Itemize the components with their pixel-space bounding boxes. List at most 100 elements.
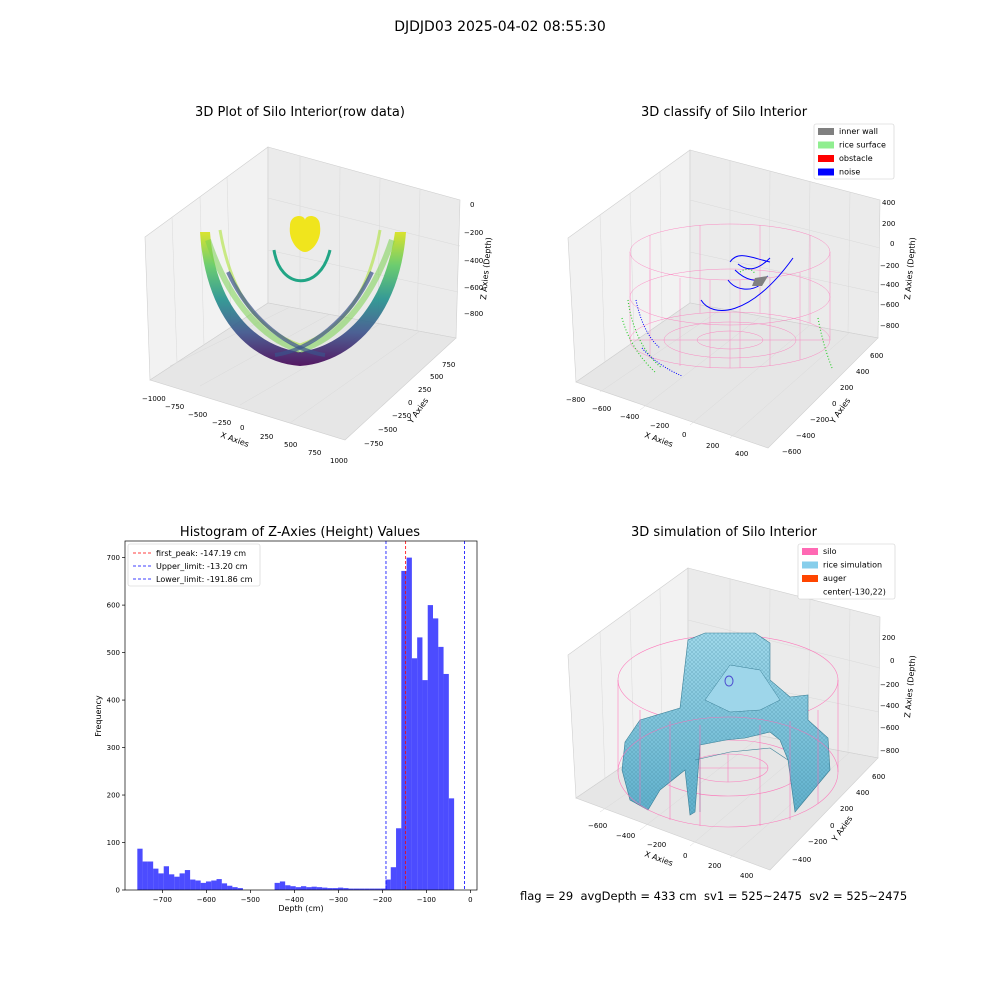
classify-xtick-4: 0 xyxy=(682,431,686,439)
raw-xtick-4: 0 xyxy=(240,424,244,432)
histogram-ytick-label: 200 xyxy=(107,792,120,800)
classify-legend: inner wall rice surface obstacle noise xyxy=(813,123,895,180)
histogram-bar xyxy=(169,874,175,890)
classify-legend-label: obstacle xyxy=(839,154,873,163)
classify-panel-title: 3D classify of Silo Interior xyxy=(641,105,808,120)
simulation-legend-label: silo xyxy=(823,547,837,556)
classify-ztick-1: 200 xyxy=(882,220,895,228)
raw-3d-axes-box xyxy=(144,146,461,441)
histogram-xtick-label: −600 xyxy=(197,896,216,904)
histogram-bar xyxy=(401,570,407,890)
raw-ytick-0: −750 xyxy=(364,440,383,448)
simulation-xtick-4: 200 xyxy=(708,862,721,870)
histogram-bar xyxy=(232,887,238,890)
simulation-silo-wireframe-front xyxy=(617,680,839,828)
histogram-legend-box xyxy=(127,543,261,587)
histogram-xtick-label: −300 xyxy=(329,896,348,904)
histogram-bars xyxy=(137,557,455,890)
classify-legend-swatch xyxy=(818,128,834,135)
histogram-bar xyxy=(417,637,423,890)
raw-xlabel: X Axies xyxy=(219,430,250,449)
simulation-auger-marker xyxy=(724,675,734,687)
classify-xtick-0: −800 xyxy=(566,396,585,404)
histogram-bar xyxy=(353,888,360,890)
histogram-bar xyxy=(364,888,370,890)
histogram-bar xyxy=(322,887,328,890)
histogram-bar xyxy=(448,798,455,890)
raw-xtick-6: 500 xyxy=(284,441,297,449)
histogram-xtick-label: −400 xyxy=(285,896,304,904)
classify-ytick-0: −600 xyxy=(782,448,801,456)
classify-xtick-1: −600 xyxy=(592,405,611,413)
classify-ytick-5: 400 xyxy=(856,368,869,376)
classify-xtick-2: −400 xyxy=(620,413,639,421)
raw-ytick-1: −500 xyxy=(378,426,397,434)
histogram-bar xyxy=(142,861,148,890)
classify-silo-wireframe xyxy=(629,223,831,369)
classify-ztick-0: 400 xyxy=(882,199,895,207)
raw-ytick-3: 0 xyxy=(408,399,412,407)
panel-simulation-3d: 3D simulation of Silo Interior xyxy=(567,525,917,880)
raw-ytick-6: 750 xyxy=(442,361,455,369)
classify-legend-label: noise xyxy=(839,168,860,177)
histogram-bar xyxy=(422,680,428,890)
histogram-ytick-label: 700 xyxy=(107,554,120,562)
histogram-bar xyxy=(158,873,164,890)
classify-xtick-5: 200 xyxy=(706,442,719,450)
classify-z-axis: 400 200 0 −200 −400 −600 −800 Z Axies (D… xyxy=(880,199,917,330)
raw-xtick-7: 750 xyxy=(308,449,321,457)
simulation-ytick-3: 200 xyxy=(840,805,853,813)
histogram-bar xyxy=(274,882,280,890)
classify-legend-swatch xyxy=(818,141,834,149)
histogram-ytick-label: 100 xyxy=(107,839,120,847)
histogram-bar xyxy=(343,888,349,890)
histogram-bar xyxy=(200,882,206,890)
histogram-bar xyxy=(337,887,344,890)
status-info-line: flag = 29 avgDepth = 433 cm sv1 = 525~24… xyxy=(520,889,907,903)
histogram-bar xyxy=(237,888,243,890)
histogram-bar xyxy=(179,873,185,890)
histogram-bar xyxy=(163,866,169,890)
raw-xtick-3: −250 xyxy=(212,419,231,427)
simulation-ztick-0: 200 xyxy=(882,634,895,642)
classify-legend-swatch xyxy=(818,155,834,162)
simulation-ytick-4: 400 xyxy=(856,789,869,797)
classify-zlabel: Z Axies (Depth) xyxy=(903,237,917,300)
raw-xtick-2: −500 xyxy=(188,411,207,419)
classify-3d-axes-box xyxy=(567,149,881,449)
histogram-bar xyxy=(359,888,365,890)
simulation-xtick-0: −600 xyxy=(588,822,607,830)
histogram-bar xyxy=(279,881,286,890)
raw-ytick-4: 250 xyxy=(418,386,431,394)
simulation-xtick-1: −400 xyxy=(616,832,635,840)
raw-ztick-2: −400 xyxy=(464,257,483,265)
raw-ytick-2: −250 xyxy=(392,412,411,420)
histogram-ytick-label: 400 xyxy=(107,697,120,705)
histogram-bar xyxy=(385,879,391,890)
classify-legend-label: rice surface xyxy=(839,141,886,150)
classify-inner-wall-points xyxy=(752,276,768,286)
histogram-ytick-label: 0 xyxy=(116,887,120,895)
raw-ytick-5: 500 xyxy=(430,373,443,381)
simulation-ztick-3: −400 xyxy=(880,702,899,710)
classify-ytick-2: −200 xyxy=(810,416,829,424)
histogram-xtick-label: −500 xyxy=(241,896,260,904)
histogram-bar xyxy=(301,886,307,890)
histogram-xtick-label: −100 xyxy=(417,896,436,904)
histogram-legend: first_peak: -147.19 cm Upper_limit: -13.2… xyxy=(127,543,261,587)
figure-suptitle: DJDJD03 2025-04-02 08:55:30 xyxy=(394,19,606,35)
simulation-ytick-1: −200 xyxy=(808,838,827,846)
simulation-xtick-5: 400 xyxy=(740,872,753,880)
raw-ztick-4: −800 xyxy=(464,310,483,318)
classify-ytick-6: 600 xyxy=(870,352,883,360)
classify-ytick-4: 200 xyxy=(840,384,853,392)
histogram-bar xyxy=(311,886,317,890)
classify-xtick-6: 400 xyxy=(735,450,748,458)
histogram-reference-lines xyxy=(385,541,465,890)
raw-xtick-0: −1000 xyxy=(142,395,166,403)
classify-ytick-3: 0 xyxy=(832,400,836,408)
histogram-bar xyxy=(396,828,402,890)
histogram-bar xyxy=(433,618,439,890)
histogram-bar xyxy=(216,879,222,890)
